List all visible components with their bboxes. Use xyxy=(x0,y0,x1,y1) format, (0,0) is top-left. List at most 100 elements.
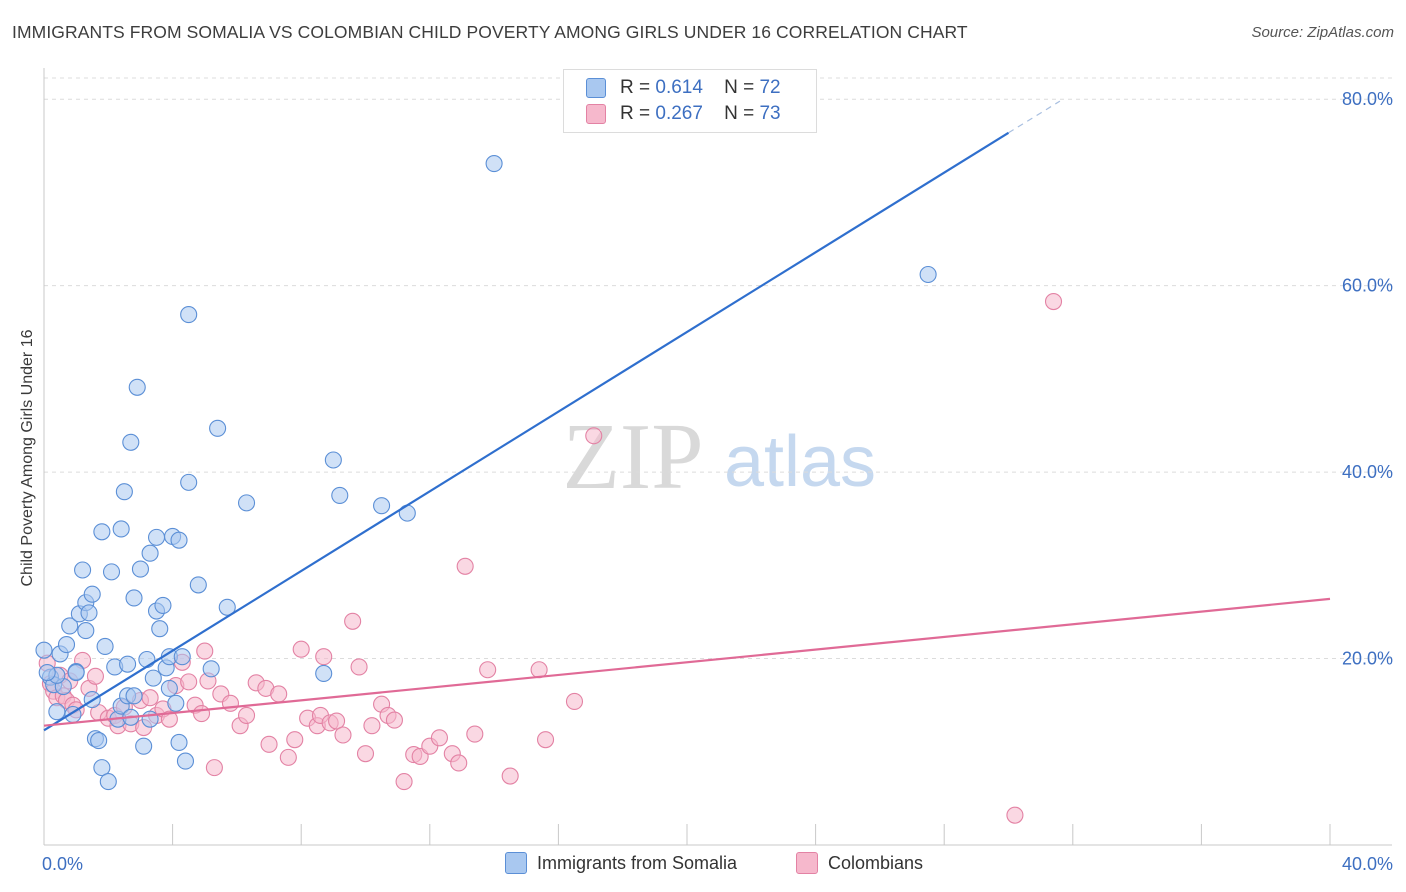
somalia-point xyxy=(141,710,159,728)
somalia-point xyxy=(485,155,503,173)
somalia-point xyxy=(99,773,117,791)
somalia-point xyxy=(315,664,333,683)
somalia-point xyxy=(138,650,156,669)
y-tick-label: 60.0% xyxy=(1342,276,1393,296)
somalia-point xyxy=(176,752,195,770)
somalia-point xyxy=(48,703,66,721)
somalia-point xyxy=(135,737,153,755)
colombians-point xyxy=(450,754,468,772)
x-tick-label: 40.0% xyxy=(1342,854,1393,874)
legend-swatch-pink xyxy=(586,104,606,124)
somalia-point xyxy=(147,528,166,546)
colombians-point xyxy=(334,726,352,744)
somalia-point xyxy=(919,265,937,284)
somalia-point xyxy=(119,655,137,673)
bottom-legend-label: Immigrants from Somalia xyxy=(537,852,738,873)
colombians-point xyxy=(350,658,368,676)
legend-n-value: 73 xyxy=(759,103,781,124)
somalia-point xyxy=(131,560,149,578)
somalia-point xyxy=(180,306,198,324)
colombians-point xyxy=(292,640,310,658)
y-tick-label: 80.0% xyxy=(1342,89,1393,109)
somalia-point xyxy=(35,641,53,659)
somalia-point xyxy=(209,419,227,437)
watermark-zip: ZIP xyxy=(563,405,704,509)
watermark: ZIP atlas xyxy=(563,405,877,509)
legend-n-value: 72 xyxy=(759,77,781,98)
colombians-point xyxy=(160,710,178,728)
chart-title: IMMIGRANTS FROM SOMALIA VS COLOMBIAN CHI… xyxy=(12,22,968,42)
grid-lines xyxy=(44,77,1392,660)
somalia-point xyxy=(90,732,108,750)
somalia-point xyxy=(115,483,133,501)
y-tick-labels: 20.0% 40.0% 60.0% 80.0% xyxy=(1342,89,1393,668)
somalia-point xyxy=(93,759,111,777)
somalia-point xyxy=(125,687,143,705)
somalia-point xyxy=(167,694,185,712)
colombians-point xyxy=(585,427,603,445)
colombians-point xyxy=(1044,292,1063,311)
somalia-point xyxy=(112,520,130,538)
colombians-points xyxy=(38,292,1063,824)
colombians-point xyxy=(260,735,278,753)
somalia-point xyxy=(173,648,191,666)
somalia-trend-extension xyxy=(1008,100,1061,134)
somalia-point xyxy=(122,433,140,451)
colombians-point xyxy=(180,673,198,691)
bottom-legend-swatch-pink xyxy=(796,852,818,874)
colombians-point xyxy=(279,748,297,766)
colombians-point xyxy=(86,667,104,685)
colombians-point xyxy=(430,729,448,747)
somalia-point xyxy=(38,663,56,682)
colombians-point xyxy=(456,557,474,575)
somalia-points xyxy=(35,155,937,791)
bottom-legend-swatch-blue xyxy=(505,852,527,874)
legend-r-value: 0.614 xyxy=(655,77,703,98)
y-tick-label: 20.0% xyxy=(1342,649,1393,669)
legend-r-label: R = xyxy=(620,103,651,124)
somalia-point xyxy=(180,473,198,491)
somalia-point xyxy=(331,486,349,504)
somalia-point xyxy=(154,596,172,614)
colombians-point xyxy=(328,712,346,730)
legend-n-label: N = xyxy=(724,103,755,124)
somalia-point xyxy=(170,733,188,752)
colombians-trend-line xyxy=(43,597,1331,727)
somalia-point xyxy=(218,598,236,616)
somalia-point xyxy=(373,497,391,515)
trend-lines xyxy=(43,100,1331,732)
colombians-point xyxy=(536,731,555,749)
source-label: Source: ZipAtlas.com xyxy=(1251,24,1394,41)
legend-r-label: R = xyxy=(620,77,651,98)
colombians-point xyxy=(192,705,211,723)
somalia-point xyxy=(141,544,159,562)
colombians-point xyxy=(270,685,288,703)
legend-r-value: 0.267 xyxy=(655,103,703,124)
colombians-point xyxy=(479,661,497,679)
somalia-point xyxy=(202,660,220,678)
somalia-point xyxy=(77,622,95,640)
watermark-atlas: atlas xyxy=(724,422,876,502)
somalia-point xyxy=(102,563,121,581)
somalia-trend-line xyxy=(43,131,1010,732)
colombians-point xyxy=(395,773,413,791)
colombians-point xyxy=(501,767,519,785)
colombians-point xyxy=(237,706,256,724)
colombians-point xyxy=(141,689,159,707)
somalia-point xyxy=(83,585,101,603)
somalia-point xyxy=(128,378,146,396)
y-tick-label: 40.0% xyxy=(1342,462,1393,482)
somalia-point xyxy=(170,531,188,549)
axes xyxy=(43,68,1392,846)
somalia-point xyxy=(57,636,76,654)
colombians-point xyxy=(286,731,304,749)
colombians-point xyxy=(205,759,223,777)
x-tick-labels: 0.0% 40.0% xyxy=(42,854,1393,874)
bottom-legend-somalia: Immigrants from Somalia xyxy=(505,852,737,874)
somalia-point xyxy=(160,679,178,697)
legend-row-colombians: R = 0.267 N = 73 xyxy=(586,102,781,126)
bottom-legend-label: Colombians xyxy=(828,852,924,873)
somalia-point xyxy=(237,494,256,512)
colombians-point xyxy=(385,711,403,729)
